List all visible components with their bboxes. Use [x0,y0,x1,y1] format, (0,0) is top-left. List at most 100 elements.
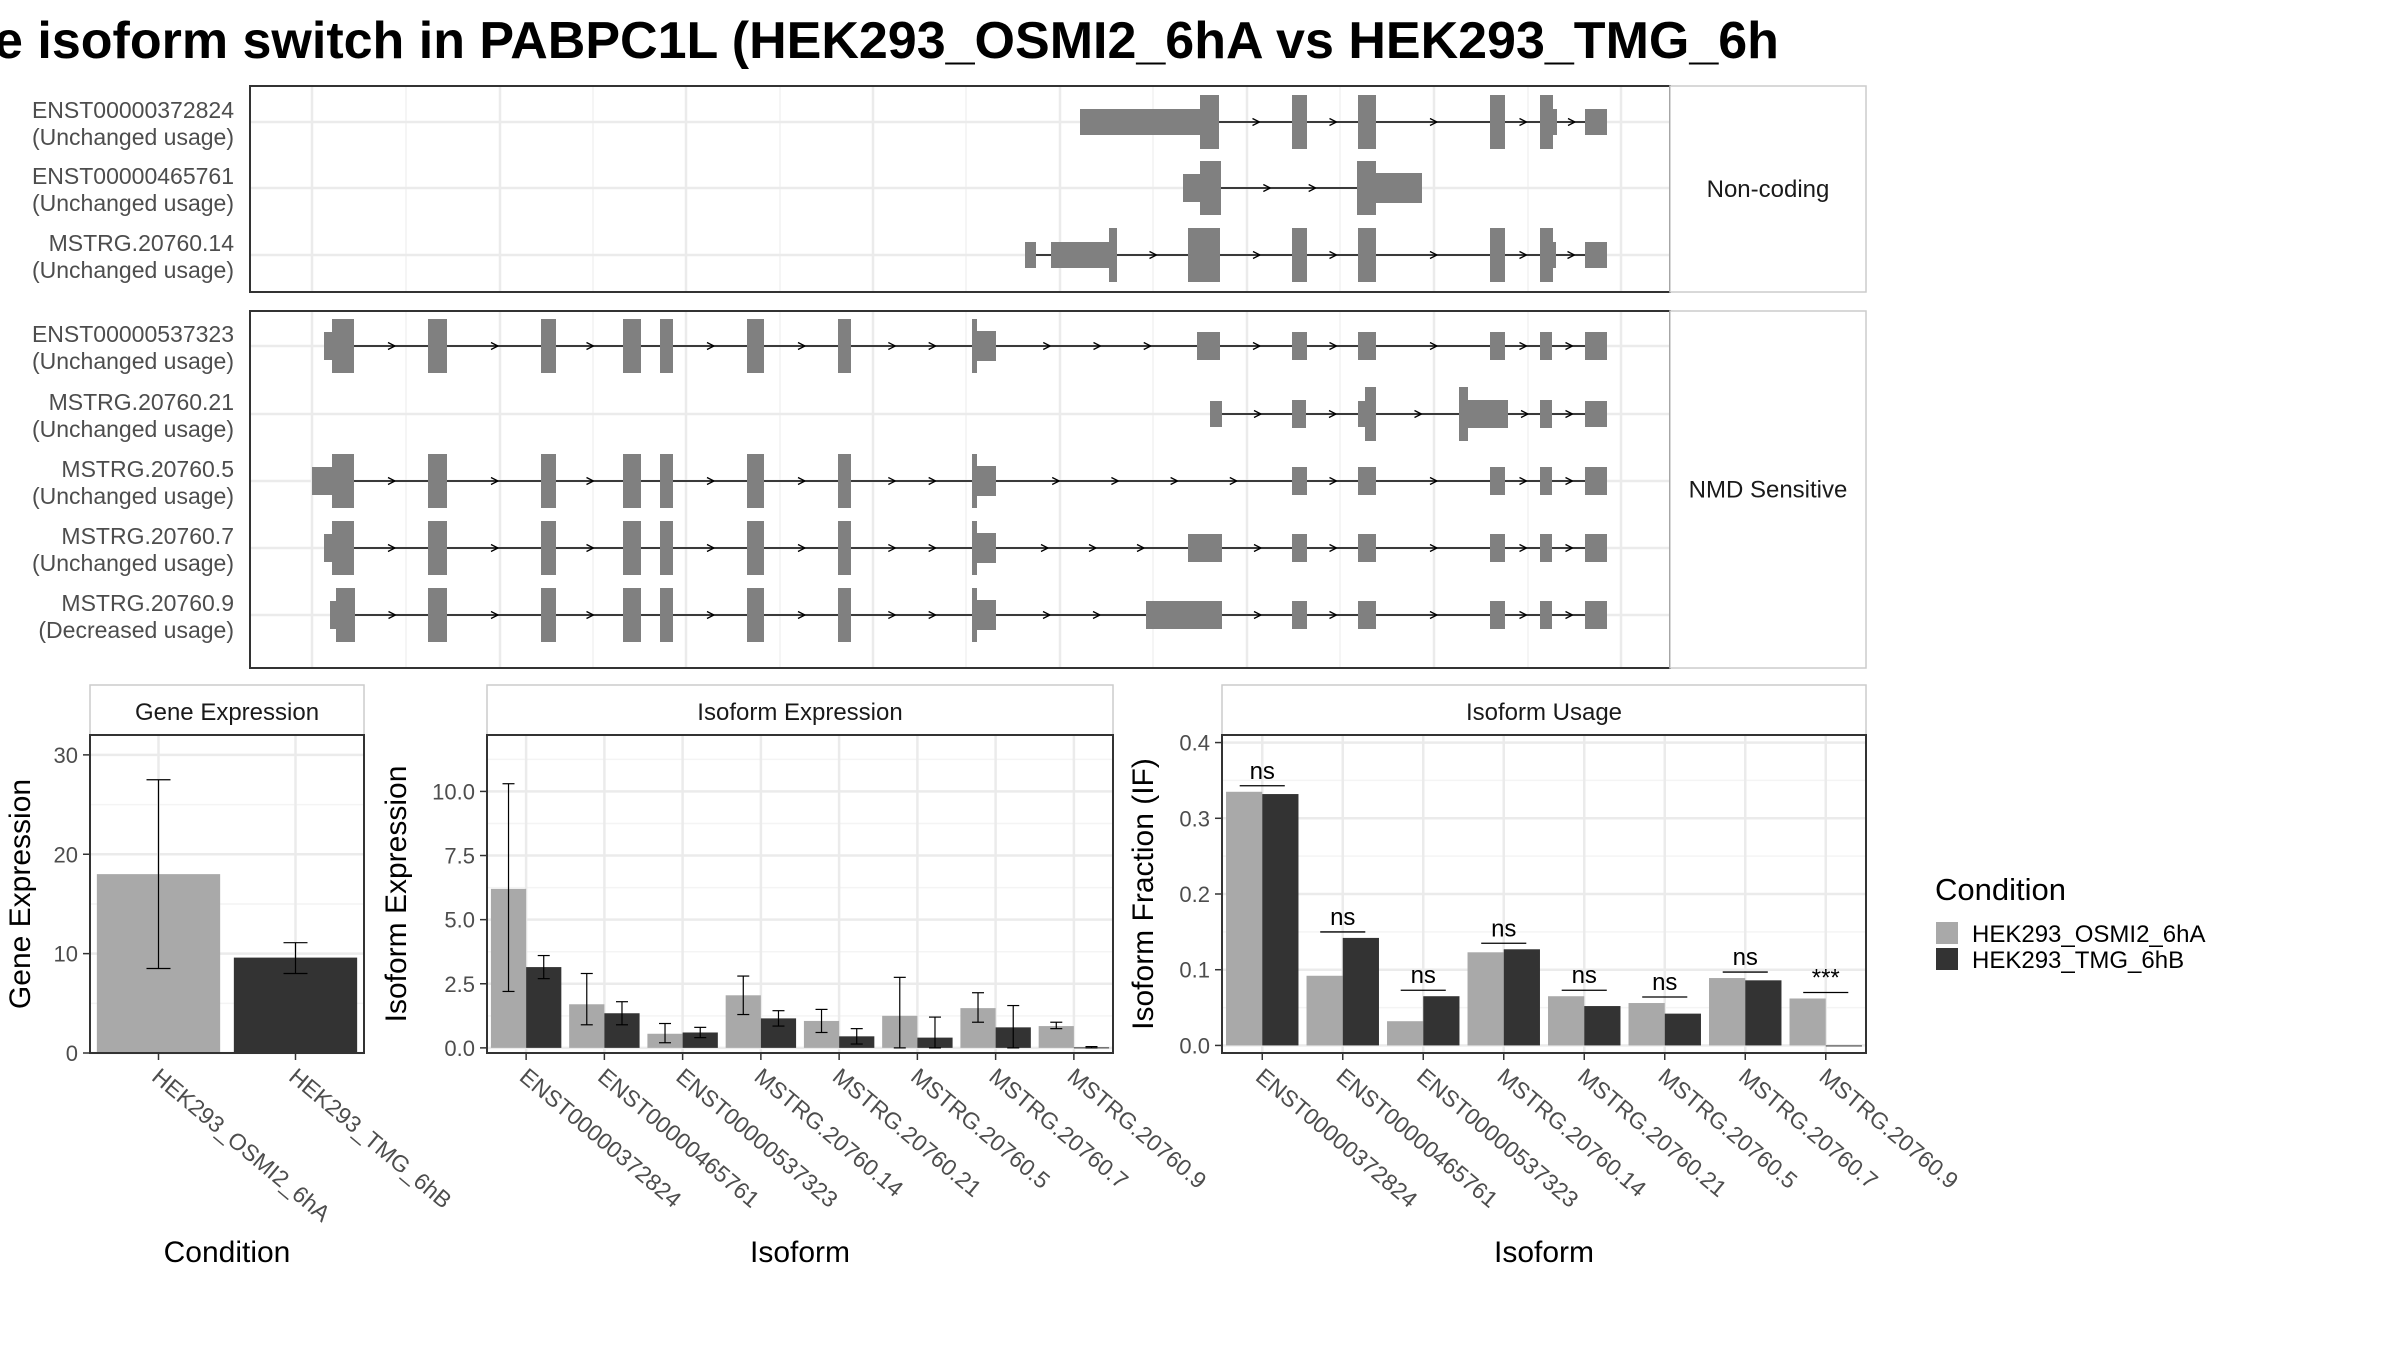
exon-mstrg21 [1468,400,1508,428]
exon-mstrg7 [977,533,996,563]
intron-arrow [1565,610,1574,620]
exon-enst372824 [1080,109,1200,135]
exon-mstrg5 [747,454,764,508]
bar [1825,1045,1862,1047]
bar [1503,949,1540,1046]
exon-mstrg5 [972,454,977,508]
exon-enst372824 [1358,95,1376,149]
exon-mstrg7 [623,521,641,575]
intron-arrow [490,476,500,486]
intron-arrow [490,341,500,351]
transcript-structure-panel: ENST00000372824(Unchanged usage)ENST0000… [32,85,1867,669]
exon-mstrg7 [428,521,447,575]
exon-mstrg21 [1358,401,1365,427]
intron-arrow [1042,341,1052,351]
intron-arrow [888,610,897,620]
chart-title: Isoform Usage [1466,699,1622,726]
intron-arrow [387,476,397,486]
intron-arrow [1519,543,1528,553]
isoform-usage-label: (Unchanged usage) [32,550,234,576]
intron-arrow [1229,476,1239,486]
exon-enst465761 [1357,161,1376,215]
exon-mstrg21 [1459,387,1468,441]
bar [682,1032,718,1048]
bar [1548,996,1585,1046]
intron-arrow [586,543,595,553]
y-tick-label: 2.5 [444,972,475,997]
exon-mstrg9 [1585,601,1607,629]
exon-enst537323 [838,319,851,373]
isoform-usage-label: (Unchanged usage) [32,483,234,509]
intron-arrow [928,610,938,620]
intron-arrow [1329,476,1338,486]
chart-strip [89,684,365,736]
bar [1709,978,1746,1046]
exon-mstrg7 [1540,534,1552,562]
exon-mstrg7 [541,521,556,575]
intron-arrow [1328,409,1338,419]
exon-mstrg9 [1358,601,1376,629]
x-tick-label: MSTRG.20760.7 [1734,1063,1883,1194]
intron-arrow [1329,341,1338,351]
exon-mstrg9 [838,588,851,642]
intron-arrow [1111,476,1120,486]
intron-arrow [1253,409,1263,419]
exon-enst372824 [1490,95,1505,149]
y-tick-label: 0.1 [1179,958,1210,983]
exon-mstrg9 [336,588,355,642]
intron-arrow [490,543,500,553]
intron-arrow [797,476,807,486]
y-tick-label: 5.0 [444,908,475,933]
exon-mstrg9 [623,588,641,642]
exon-mstrg7 [1490,534,1505,562]
intron-arrow [1567,250,1576,260]
exon-enst465761 [1183,174,1200,202]
legend-key-osmi2 [1936,922,1958,944]
x-axis-title: Condition [164,1236,291,1269]
intron-arrow [1565,409,1574,419]
exon-mstrg21 [1292,400,1306,428]
isoform-id-label: MSTRG.20760.5 [61,456,234,482]
y-tick-label: 0.0 [444,1036,475,1061]
structure-strip [1669,310,1867,669]
exon-mstrg9 [330,601,336,629]
bar [1262,794,1299,1046]
intron-arrow [888,543,897,553]
intron-arrow [706,341,716,351]
isoform-usage-label: (Unchanged usage) [32,257,234,283]
y-tick-label: 0.3 [1179,806,1210,831]
intron-arrow [797,543,807,553]
intron-arrow [1308,183,1318,193]
exon-enst537323 [1292,332,1307,360]
legend-key-tmg [1936,948,1958,970]
exon-mstrg9 [1490,601,1505,629]
exon-enst537323 [541,319,556,373]
y-tick-label: 0.4 [1179,731,1210,756]
exon-mstrg9 [428,588,447,642]
exon-enst372824 [1200,95,1219,149]
bar [1342,937,1379,1046]
intron-arrow [1252,117,1261,127]
y-tick-label: 7.5 [444,844,475,869]
intron-arrow [1253,543,1263,553]
intron-arrow [1565,476,1574,486]
exon-enst372824 [1292,95,1307,149]
x-tick-label: MSTRG.20760.5 [1654,1063,1803,1194]
structure-strip-label: Non-coding [1707,176,1830,203]
exon-mstrg14 [1490,228,1505,282]
exon-enst537323 [623,319,641,373]
exon-mstrg7 [660,521,673,575]
intron-arrow [1429,610,1439,620]
y-tick-label: 0 [66,1041,78,1066]
intron-arrow [1143,341,1153,351]
exon-enst537323 [428,319,447,373]
significance-label: ns [1733,944,1758,971]
structure-strip-label: NMD Sensitive [1689,477,1848,504]
exon-enst537323 [747,319,764,373]
exon-enst537323 [1490,332,1505,360]
chart-panel-border [486,734,1114,1054]
legend-label-tmg: HEK293_TMG_6hB [1972,947,2184,974]
intron-arrow [1329,250,1338,260]
intron-arrow [888,341,897,351]
exon-mstrg21 [1365,387,1376,441]
